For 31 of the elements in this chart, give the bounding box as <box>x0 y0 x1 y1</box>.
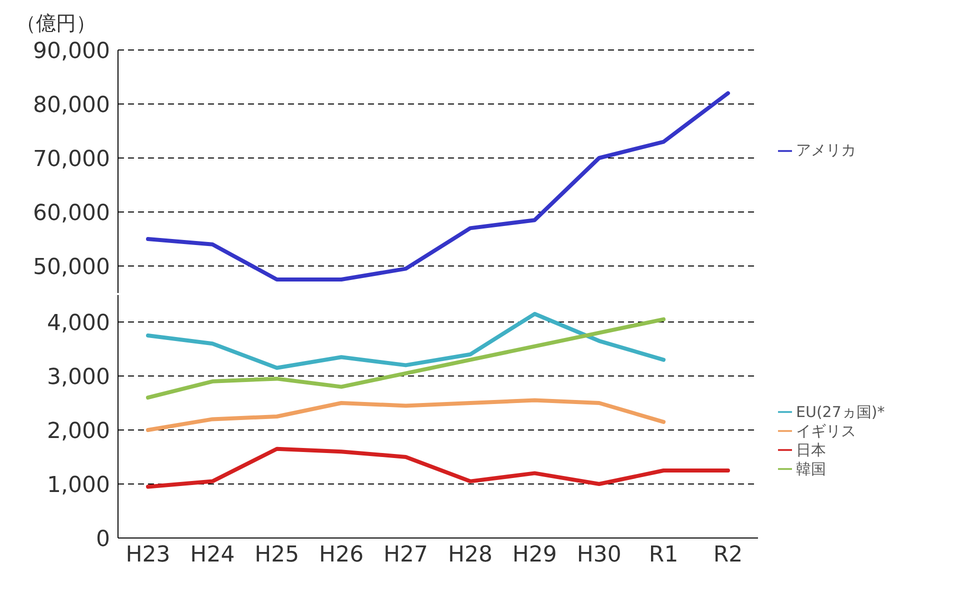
x-tick-label: H25 <box>254 542 300 568</box>
y-tick-label: 0 <box>96 526 110 552</box>
line-series <box>146 317 666 400</box>
y-tick-label: 50,000 <box>33 254 110 280</box>
legend-label: EU(27ヵ国)* <box>796 402 885 420</box>
y-tick-label: 90,000 <box>33 38 110 64</box>
y-tick-label: 4,000 <box>47 310 110 336</box>
legend-label: イギリス <box>796 422 856 440</box>
y-tick-label: 2,000 <box>47 418 110 444</box>
y-tick-label: 70,000 <box>33 146 110 172</box>
x-tick-label: H24 <box>190 542 235 568</box>
line-series <box>146 398 666 432</box>
x-tick-label: H28 <box>448 542 492 568</box>
x-tick-label: H29 <box>512 542 557 568</box>
x-tick-label: R2 <box>713 542 743 568</box>
legend-label: 日本 <box>796 440 826 458</box>
x-tick-label: H26 <box>319 542 364 568</box>
line-series <box>146 446 730 489</box>
x-tick-label: H30 <box>576 542 622 568</box>
line-series <box>146 312 666 370</box>
legend-label: アメリカ <box>796 141 856 159</box>
y-tick-label: 3,000 <box>47 364 110 390</box>
x-tick-label: R1 <box>648 542 678 568</box>
legend-label: 韓国 <box>796 460 826 478</box>
x-tick-label: H23 <box>126 542 170 568</box>
x-tick-label: H27 <box>384 542 428 568</box>
line-series <box>146 91 730 282</box>
y-tick-label: 1,000 <box>47 472 110 498</box>
y-tick-label: 60,000 <box>33 200 110 226</box>
y-tick-label: 80,000 <box>33 92 110 118</box>
y-axis-title: （億円） <box>16 10 96 37</box>
